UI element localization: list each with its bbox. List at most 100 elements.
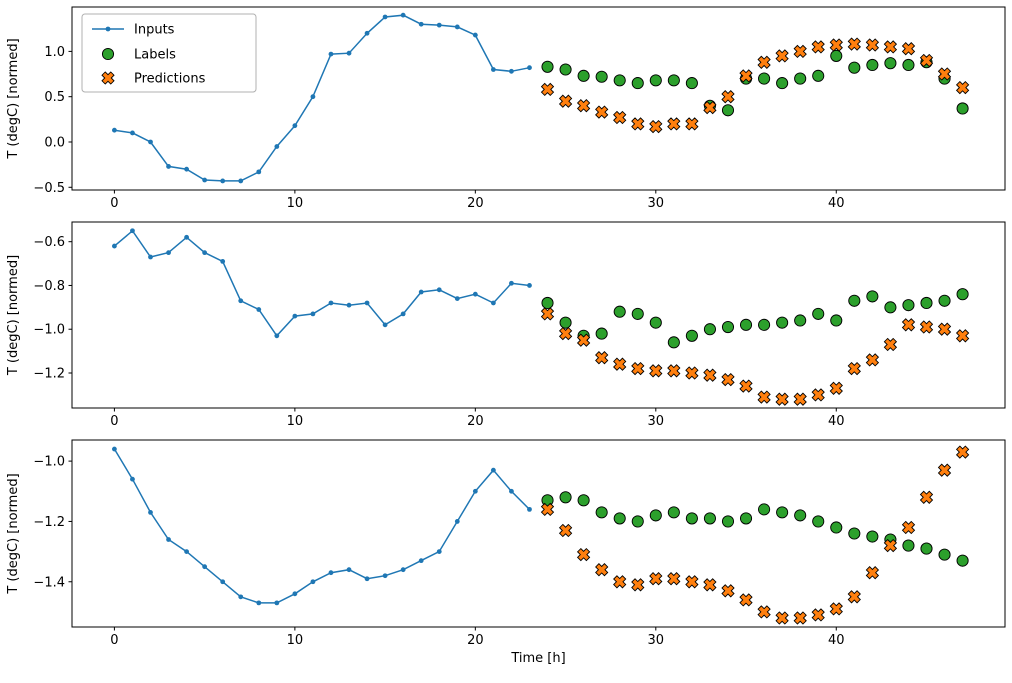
inputs-marker <box>238 594 244 600</box>
labels-marker <box>956 102 969 115</box>
inputs-marker <box>382 14 388 20</box>
inputs-marker <box>256 600 262 606</box>
inputs-marker <box>220 178 226 184</box>
predictions-marker <box>829 38 843 52</box>
labels-scatter-series <box>541 288 969 349</box>
inputs-marker <box>112 446 117 452</box>
labels-marker <box>848 61 861 74</box>
y-tick-label: −1.2 <box>33 366 65 381</box>
y-tick-label: −0.6 <box>33 235 65 250</box>
predictions-marker <box>829 381 843 395</box>
inputs-marker <box>509 280 514 286</box>
inputs-marker <box>202 177 208 183</box>
predictions-marker <box>901 42 916 56</box>
labels-marker <box>667 506 680 519</box>
inputs-marker <box>490 300 496 306</box>
labels-scatter-series <box>541 491 969 567</box>
inputs-line <box>113 229 530 338</box>
predictions-marker <box>613 357 627 371</box>
predictions-marker <box>721 584 735 598</box>
axes-frame <box>71 439 1006 628</box>
y-tick-label: −1.0 <box>33 455 65 470</box>
predictions-marker <box>847 590 861 604</box>
y-tick-label: −1.4 <box>33 575 65 590</box>
inputs-marker <box>274 600 280 606</box>
predictions-marker <box>775 49 789 63</box>
inputs-line-series <box>112 446 532 606</box>
y-tick-label: 0.5 <box>44 90 65 105</box>
predictions-marker <box>685 575 699 589</box>
labels-marker <box>848 294 861 307</box>
predictions-marker <box>540 307 555 321</box>
inputs-marker <box>364 300 370 306</box>
inputs-marker <box>346 302 352 308</box>
predictions-scatter-series <box>540 307 970 406</box>
inputs-marker <box>202 250 208 256</box>
predictions-marker <box>685 366 699 380</box>
labels-marker <box>884 301 897 314</box>
labels-marker <box>595 327 608 340</box>
predictions-marker <box>955 80 970 95</box>
labels-marker <box>902 299 915 312</box>
inputs-marker <box>256 307 262 312</box>
y-ticks: −1.0 −1.2 −1.4 <box>33 455 72 590</box>
predictions-marker <box>937 322 952 336</box>
predictions-marker <box>793 611 807 625</box>
inputs-marker <box>220 258 226 264</box>
x-tick-label: 0 <box>110 414 118 429</box>
labels-marker <box>830 314 843 327</box>
labels-marker <box>649 74 662 87</box>
labels-marker <box>794 314 807 327</box>
predictions-marker <box>631 578 645 592</box>
inputs-marker <box>346 567 352 573</box>
predictions-marker <box>558 94 573 108</box>
labels-marker <box>595 506 608 519</box>
inputs-marker <box>310 579 316 585</box>
labels-marker <box>667 74 680 87</box>
predictions-marker <box>721 90 735 104</box>
inputs-marker <box>184 549 189 554</box>
x-tick-label: 20 <box>467 414 484 429</box>
x-tick-label: 40 <box>828 633 845 648</box>
labels-marker <box>577 494 590 507</box>
predictions-marker <box>937 463 952 477</box>
legend-inputs-marker-icon <box>105 26 111 32</box>
x-tick-label: 10 <box>287 633 304 648</box>
predictions-scatter-series <box>540 37 970 134</box>
labels-marker <box>830 49 843 62</box>
inputs-marker <box>184 234 189 240</box>
y-tick-label: −0.5 <box>33 181 65 196</box>
inputs-marker <box>527 506 532 512</box>
predictions-marker <box>811 40 825 54</box>
inputs-marker <box>130 130 135 136</box>
labels-marker <box>613 305 626 318</box>
predictions-marker <box>649 119 663 134</box>
y-ticks: −0.6 −0.8 −1.0 −1.2 <box>33 235 72 381</box>
x-tick-label: 10 <box>287 414 304 429</box>
inputs-marker <box>382 322 388 328</box>
inputs-marker <box>509 68 514 74</box>
inputs-marker <box>364 576 370 582</box>
labels-marker <box>739 512 753 525</box>
labels-marker <box>595 70 608 83</box>
labels-marker <box>721 320 735 334</box>
predictions-marker <box>595 105 609 119</box>
inputs-marker <box>274 144 280 149</box>
inputs-marker <box>490 467 496 473</box>
inputs-marker <box>310 94 316 100</box>
x-tick-label: 20 <box>467 196 484 211</box>
predictions-marker <box>703 578 717 592</box>
x-tick-label: 30 <box>648 633 665 648</box>
labels-marker <box>758 318 771 331</box>
predictions-marker <box>685 117 699 131</box>
legend-label-predictions: Predictions <box>134 72 206 87</box>
labels-marker <box>776 77 789 90</box>
predictions-marker <box>558 326 573 341</box>
inputs-marker <box>418 21 424 27</box>
inputs-marker <box>238 298 244 304</box>
inputs-marker <box>454 519 460 524</box>
inputs-marker <box>454 24 460 30</box>
predictions-marker <box>667 117 681 131</box>
predictions-marker <box>847 361 861 376</box>
labels-marker <box>721 515 735 528</box>
